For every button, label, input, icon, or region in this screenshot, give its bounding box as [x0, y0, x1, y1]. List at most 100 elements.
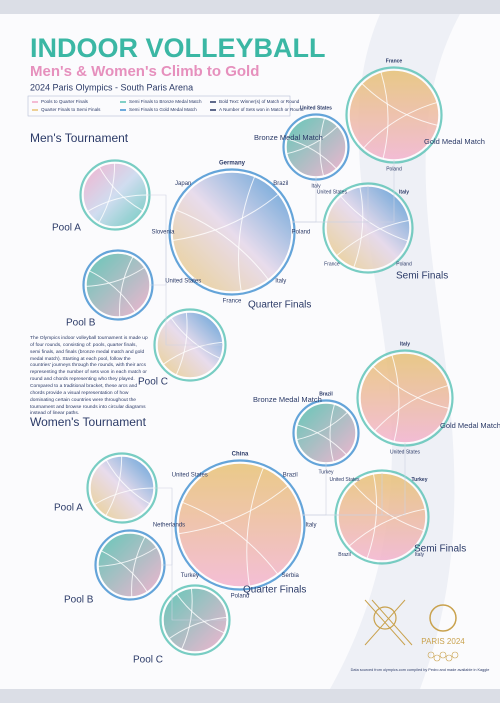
chord — [286, 138, 337, 170]
chord — [98, 166, 144, 212]
chord — [366, 473, 378, 559]
round-ring — [334, 469, 430, 565]
country-label: Brazil — [338, 552, 351, 558]
country-label: United States — [172, 472, 208, 478]
country-label: United States — [390, 449, 421, 455]
chord — [178, 485, 289, 535]
round-diagram — [97, 532, 163, 598]
chord — [380, 71, 389, 159]
country-label: Poland — [292, 230, 311, 236]
round-label: Bronze Medal Match — [253, 395, 322, 404]
round-ring — [159, 584, 231, 656]
caption: 2024 Paris Olympics - South Paris Arena — [30, 82, 193, 92]
legend-label: Semi Finals to Gold Medal Match — [129, 107, 197, 112]
chord — [182, 501, 279, 575]
connector — [302, 443, 406, 516]
logo-net — [364, 599, 413, 646]
country-label: United States — [317, 189, 348, 195]
chord — [105, 455, 123, 516]
country-label: Serbia — [282, 573, 300, 579]
connector — [171, 525, 227, 621]
country-label: Netherlands — [153, 523, 185, 529]
round-label: Gold Medal Match — [440, 421, 500, 430]
chord — [119, 256, 134, 317]
chord — [336, 219, 410, 257]
chord — [87, 194, 148, 212]
title: INDOOR VOLLEYBALL — [30, 33, 326, 63]
country-label: Brazil — [283, 472, 298, 478]
country-label: Italy — [311, 183, 321, 189]
legend-box — [27, 95, 291, 117]
paris-logo: PARIS 2024 — [364, 599, 465, 662]
round-ring — [168, 168, 296, 296]
round-diagram — [295, 402, 357, 464]
chord — [361, 83, 438, 126]
logo-ring — [439, 651, 447, 659]
connector — [292, 160, 395, 223]
chord — [176, 593, 225, 634]
chord — [372, 366, 449, 409]
section-title: Women's Tournament — [30, 415, 147, 429]
chord — [296, 424, 347, 456]
legend-label: Semi Finals to Bronze Medal Match — [129, 99, 202, 104]
chord — [98, 162, 116, 223]
country-label: United States — [330, 477, 361, 483]
bottom-band — [0, 689, 500, 703]
country-label: Poland — [396, 261, 412, 267]
round-diagram — [177, 462, 303, 588]
round-diagram — [171, 171, 293, 293]
round-label: Semi Finals — [396, 271, 448, 282]
chord — [391, 354, 400, 442]
chord — [374, 384, 449, 432]
chord — [101, 550, 148, 593]
country-label: France — [223, 299, 242, 305]
country-label: Germany — [219, 161, 246, 167]
chord — [168, 616, 227, 640]
chord — [363, 101, 438, 149]
country-label: Italy — [400, 341, 410, 347]
chord — [246, 467, 264, 587]
chord — [162, 341, 223, 365]
chord — [352, 483, 424, 532]
round-label: Semi Finals — [414, 544, 466, 555]
country-label: Slovenia — [151, 230, 175, 236]
credit: Data sourced from olympics.com compiled … — [351, 668, 490, 672]
chord — [89, 270, 136, 313]
chord — [131, 536, 146, 597]
country-label: Italy — [275, 278, 286, 284]
round-label: Quarter Finals — [243, 585, 306, 596]
legend-label: Quarter Finals to Semi Finals — [41, 107, 101, 112]
country-label: United States — [300, 105, 332, 111]
country-label: Turkey — [411, 477, 427, 483]
chord — [353, 186, 364, 268]
chord — [348, 508, 426, 547]
country-label: Italy — [415, 552, 425, 558]
chord — [286, 125, 338, 155]
round-label: Pool A — [54, 503, 83, 514]
subtitle: Men's & Women's Climb to Gold — [30, 63, 259, 80]
chord — [238, 176, 256, 292]
round-label: Pool C — [138, 377, 168, 388]
connector — [154, 487, 173, 525]
country-label: France — [324, 261, 340, 267]
chord — [296, 411, 348, 441]
legend-label: A Number of Sets won in Match or Round — [219, 107, 304, 112]
country-label: Brazil — [273, 181, 288, 187]
country-label: China — [232, 452, 249, 458]
connector — [165, 232, 223, 346]
round-ring — [174, 459, 306, 591]
top-band — [0, 0, 500, 14]
round-label: Pool C — [133, 655, 163, 666]
country-label: Turkey — [318, 469, 334, 475]
country-label: Poland — [386, 166, 402, 172]
round-diagram — [285, 116, 347, 178]
chord — [94, 487, 155, 505]
logo-ring — [445, 654, 453, 662]
country-label: Turkey — [181, 573, 199, 579]
chord — [105, 459, 151, 505]
round-ring — [322, 182, 414, 274]
legend-label: Bold Text: Winner(s) of Match or Round — [219, 99, 300, 104]
logo-medal — [429, 604, 457, 632]
round-ring — [153, 308, 227, 382]
